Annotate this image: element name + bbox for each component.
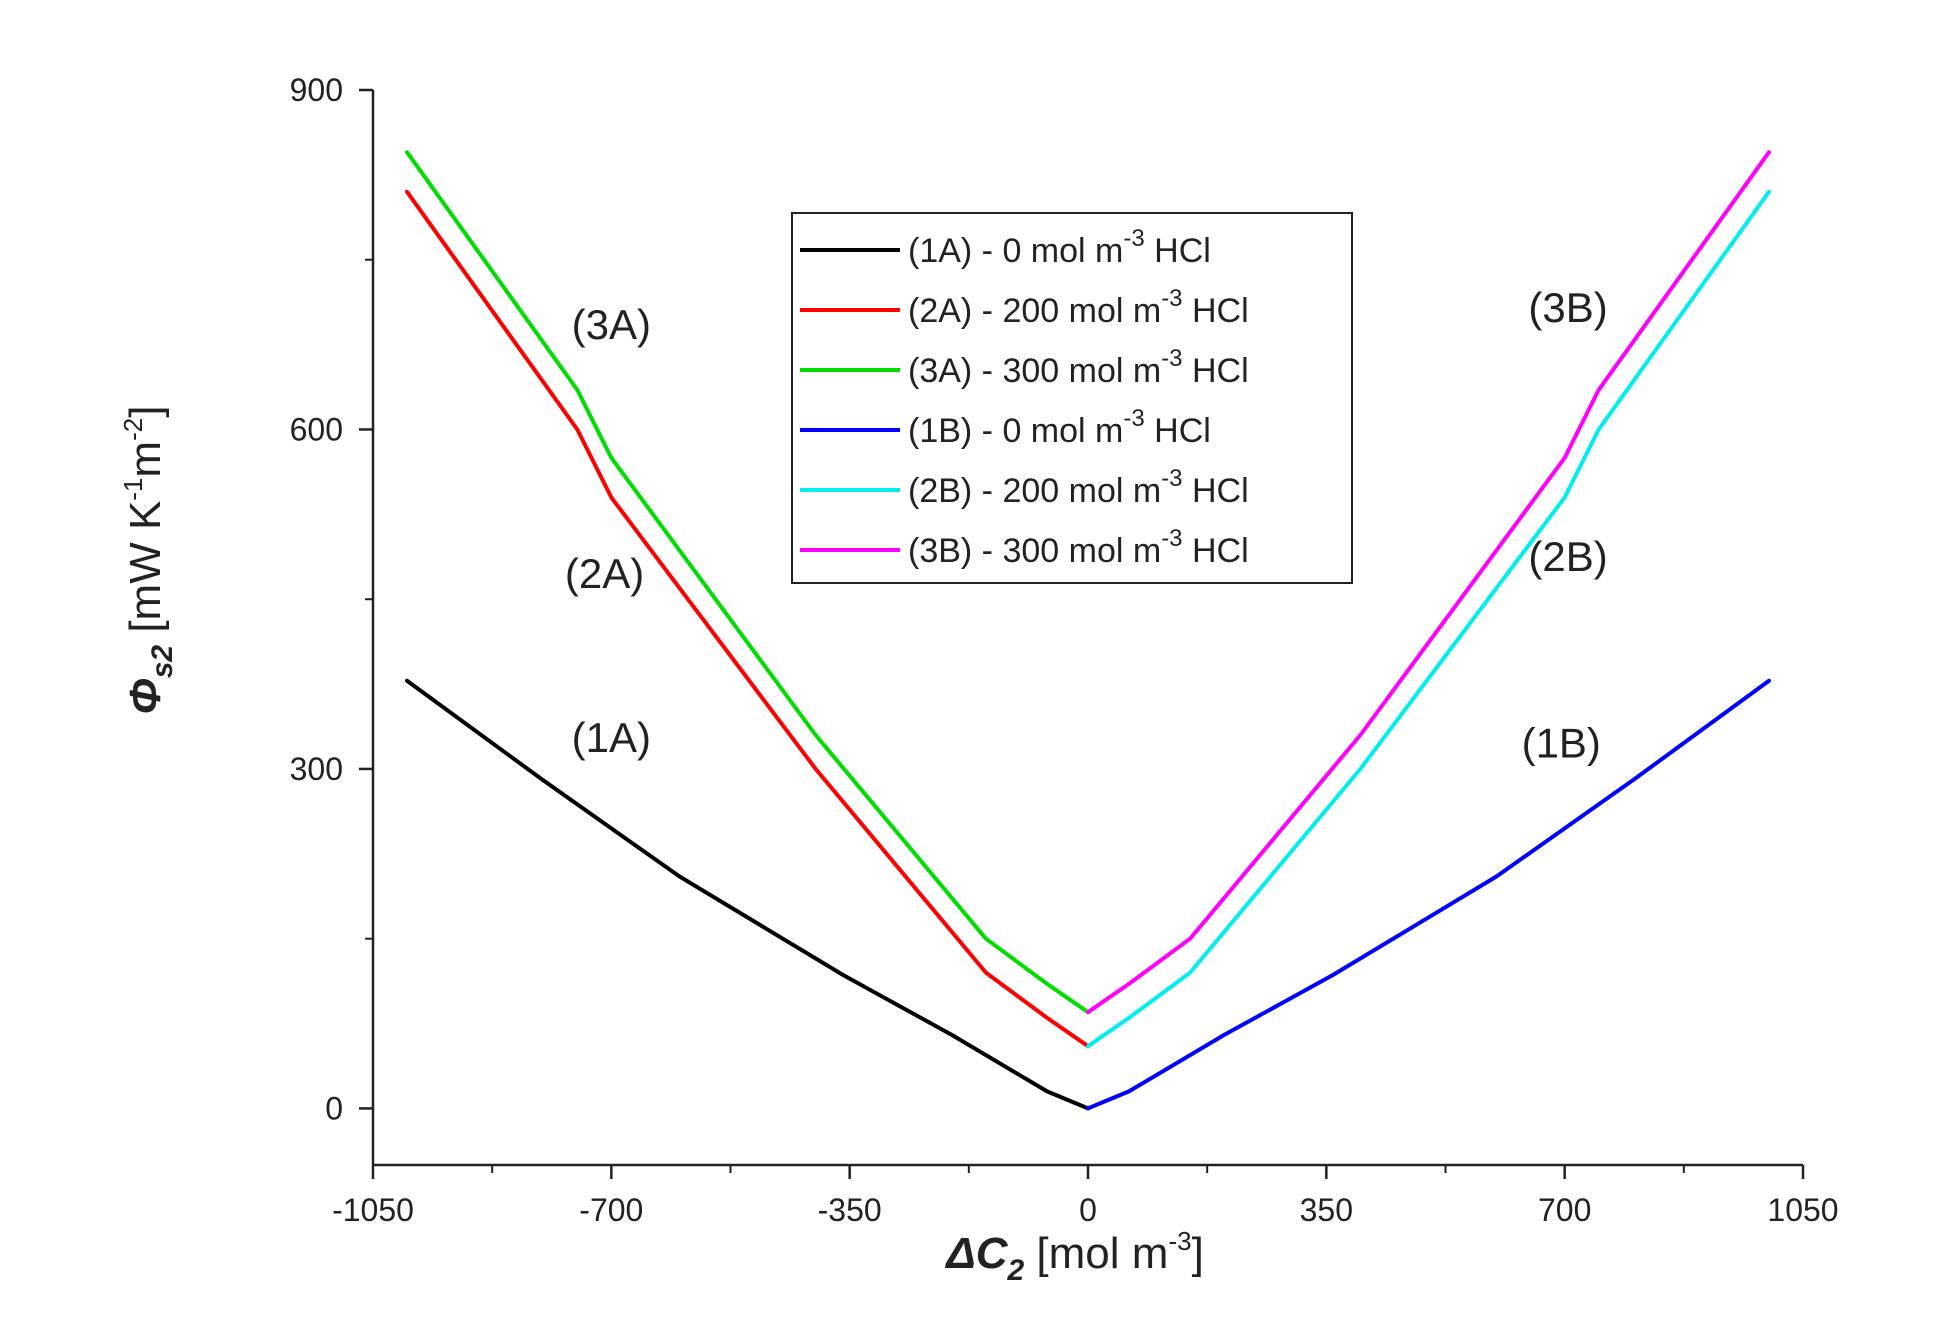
curve-label-2a: (2A): [565, 550, 644, 597]
x-axis-symbol: ΔC: [944, 1229, 1009, 1278]
y-axis-units-mid: m: [121, 441, 170, 478]
x-axis-units-post: ]: [1192, 1229, 1204, 1278]
y-tick-label: 600: [290, 411, 343, 447]
y-tick-label: 900: [290, 72, 343, 108]
y-axis-units-pre: [mW K: [121, 501, 170, 645]
legend-label: (1A) - 0 mol m-3 HCl: [908, 225, 1211, 270]
y-axis-units-sup2: -2: [118, 418, 148, 441]
x-tick-label: -1050: [332, 1192, 414, 1228]
legend-item: (2A) - 200 mol m-3 HCl: [800, 285, 1249, 330]
x-tick-label: -350: [818, 1192, 882, 1228]
x-tick-label: 0: [1079, 1192, 1097, 1228]
x-axis-title: ΔC2 [mol m-3]: [944, 1226, 1204, 1287]
series-line-2a: [405, 189, 1090, 1049]
curve-label-2b: (2B): [1528, 533, 1607, 580]
x-tick-label: 350: [1300, 1192, 1353, 1228]
legend-item: (3B) - 300 mol m-3 HCl: [800, 525, 1249, 570]
curve-label-1b: (1B): [1522, 720, 1601, 767]
legend-item: (3A) - 300 mol m-3 HCl: [800, 345, 1249, 390]
series-layer: [405, 150, 1771, 1111]
series-line-1a: [405, 678, 1090, 1111]
legend-item: (1B) - 0 mol m-3 HCl: [800, 405, 1211, 450]
x-axis-units-sup: -3: [1168, 1226, 1191, 1256]
curve-label-3b: (3B): [1528, 284, 1607, 331]
curve-label-3a: (3A): [572, 301, 651, 348]
y-axis-units-sup1: -1: [118, 478, 148, 501]
series-line-1b: [1086, 678, 1771, 1111]
legend-label: (2A) - 200 mol m-3 HCl: [908, 285, 1249, 330]
x-tick-label: 700: [1538, 1192, 1591, 1228]
x-tick-label: 1050: [1767, 1192, 1838, 1228]
axes: -1050 -700 -350 0 350 700 1050 0 300 600 900: [290, 72, 1839, 1228]
y-tick-label: 300: [290, 751, 343, 787]
series-line-3b: [1086, 150, 1771, 1015]
legend-label: (3A) - 300 mol m-3 HCl: [908, 345, 1249, 390]
x-axis-units-pre: [mol m: [1024, 1229, 1168, 1278]
x-tick-label: -700: [579, 1192, 643, 1228]
legend-label: (2B) - 200 mol m-3 HCl: [908, 465, 1249, 510]
y-axis-sub: s2: [146, 645, 179, 679]
legend: (1A) - 0 mol m-3 HCl (2A) - 200 mol m-3 H…: [791, 212, 1353, 584]
x-axis-sub: 2: [1007, 1254, 1025, 1287]
legend-box: [791, 212, 1353, 584]
curve-label-1a: (1A): [572, 714, 651, 761]
y-axis-units-post: ]: [121, 406, 170, 418]
legend-label: (1B) - 0 mol m-3 HCl: [908, 405, 1211, 450]
y-tick-label: 0: [325, 1090, 343, 1126]
annotation-layer: (3A) (2A) (1A) (3B) (2B) (1B): [565, 284, 1608, 767]
legend-item: (2B) - 200 mol m-3 HCl: [800, 465, 1249, 510]
series-line-2b: [1086, 189, 1771, 1049]
y-axis-title: Φs2 [mW K-1m-2]: [118, 406, 179, 715]
legend-label: (3B) - 300 mol m-3 HCl: [908, 525, 1249, 570]
y-axis-symbol: Φ: [121, 678, 170, 714]
series-line-3a: [405, 150, 1090, 1015]
legend-item: (1A) - 0 mol m-3 HCl: [800, 225, 1211, 270]
